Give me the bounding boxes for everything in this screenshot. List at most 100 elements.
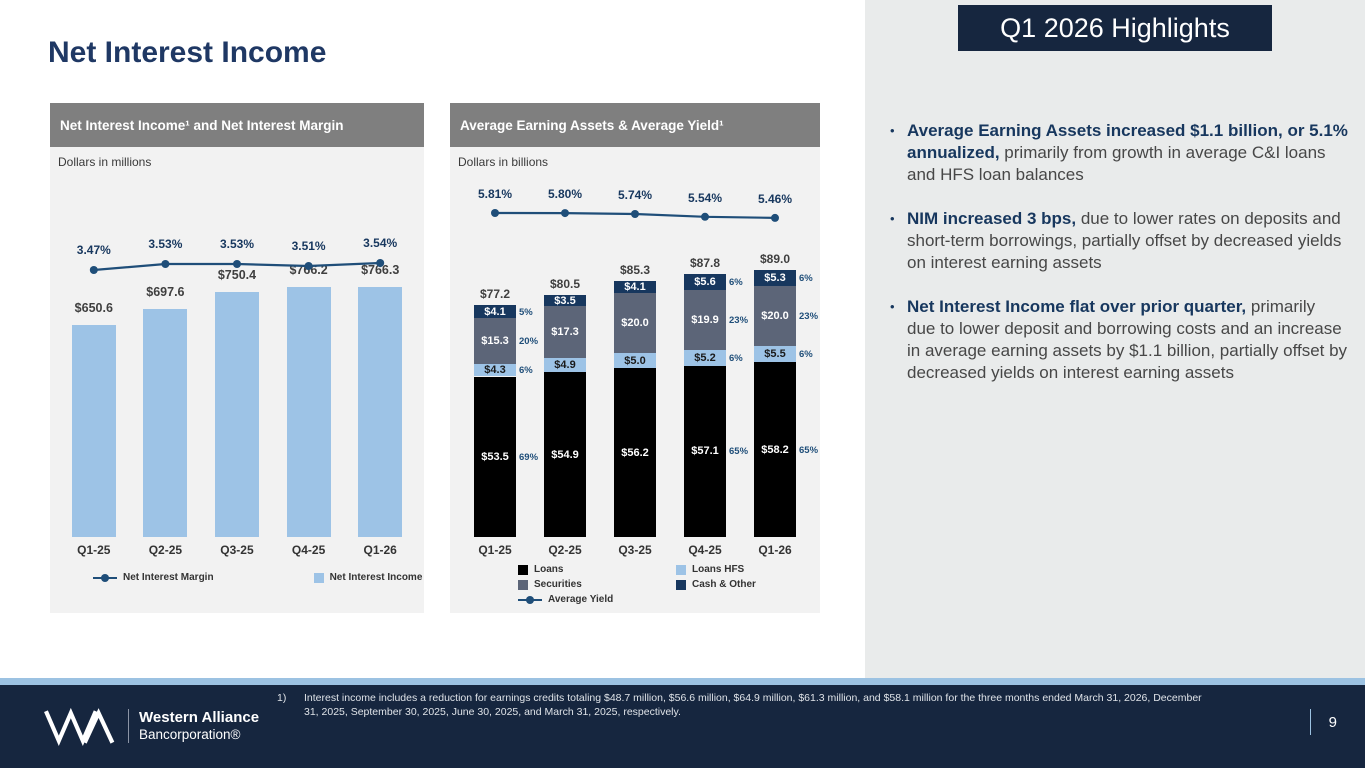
- legend-item-loans-hfs: Loans HFS: [676, 564, 826, 575]
- legend-item-net-interest-margin: Net Interest Margin: [93, 572, 214, 583]
- stack-segment: [614, 293, 656, 354]
- segment-pct-label: 6%: [519, 365, 533, 376]
- segment-pct-label: 65%: [729, 446, 749, 458]
- legend-label: Loans: [534, 564, 564, 575]
- segment-label: $5.3: [764, 271, 786, 284]
- bullet-lead: Average Earning Assets increased $1.1 bi…: [907, 121, 1348, 162]
- bullet-icon: •: [890, 299, 895, 314]
- x-axis-label: Q2-25: [148, 543, 183, 557]
- footnote-text: Interest income includes a reduction for…: [304, 692, 1202, 718]
- highlight-bullet: • Average Earning Assets increased $1.1 …: [890, 120, 1348, 186]
- segment-label: $15.3: [481, 334, 509, 347]
- wa-logo-icon: [44, 707, 115, 747]
- yield-point-label: 5.81%: [477, 187, 513, 201]
- legend-label: Average Yield: [548, 594, 614, 605]
- bar-swatch-icon: [313, 572, 324, 583]
- legend-item-average-yield: Average Yield: [518, 594, 676, 605]
- bullet-text: Average Earning Assets increased $1.1 bi…: [907, 120, 1348, 186]
- segment-pct-label: 6%: [729, 352, 743, 364]
- aea-chart-panel: Average Earning Assets & Average Yield¹ …: [450, 103, 820, 613]
- stack-segment: [474, 305, 516, 318]
- line-dot-icon: [101, 573, 109, 582]
- footer: 1) Interest income includes a reduction …: [0, 685, 1365, 768]
- yield-point-label: 5.54%: [687, 190, 723, 205]
- nii-bar: [215, 292, 259, 537]
- nim-point-label: 3.51%: [291, 239, 326, 253]
- cash-other-swatch-icon: [676, 579, 686, 590]
- total-label: $85.3: [619, 263, 651, 278]
- stack-segment: [544, 305, 586, 358]
- segment-label: $20.0: [621, 317, 649, 330]
- line-marker-icon: [93, 573, 117, 582]
- x-axis-label: Q1-26: [758, 543, 792, 557]
- page-title: Net Interest Income: [48, 36, 327, 69]
- total-label: $80.5: [549, 277, 581, 292]
- logo-subname: Bancorporation®: [139, 727, 241, 742]
- legend-item-cash-other: Cash & Other: [676, 579, 826, 590]
- legend-label: Securities: [534, 579, 582, 590]
- stack-segment: [684, 350, 726, 366]
- bullet-rest: primarily due to lower deposit and borro…: [907, 297, 1348, 382]
- bullet-rest: primarily from growth in average C&I loa…: [907, 143, 1326, 184]
- legend-item-net-interest-income: Net Interest Income: [313, 572, 423, 583]
- bullet-text: Net Interest Income flat over prior quar…: [907, 296, 1348, 384]
- page-number-divider: [1309, 709, 1311, 735]
- company-logo: Western Alliance Bancorporation®: [44, 705, 259, 747]
- aea-chart-x-axis: Q1-25 Q2-25 Q3-25 Q4-25 Q1-26: [460, 543, 810, 557]
- nim-trend-line: [89, 259, 385, 274]
- segment-pct-label: 23%: [729, 315, 749, 327]
- segment-pct-label: 6%: [729, 277, 743, 288]
- stack-segment: [544, 372, 586, 537]
- bullet-lead: NIM increased 3 bps,: [907, 209, 1077, 228]
- nii-bar: [143, 309, 188, 537]
- segment-label: $4.3: [484, 364, 506, 376]
- legend-label: Net Interest Margin: [123, 572, 214, 583]
- highlights-list: • Average Earning Assets increased $1.1 …: [890, 120, 1348, 406]
- aea-chart-units: Dollars in billions: [458, 155, 549, 169]
- segment-label: $5.0: [624, 354, 646, 367]
- footnote-number: 1): [277, 692, 287, 704]
- securities-swatch-icon: [518, 579, 528, 590]
- loans-swatch-icon: [518, 564, 528, 575]
- aea-chart-body: Dollars in billions $53.5 69% $4.3 6% $15.3 2…: [450, 147, 820, 613]
- nii-chart-title: Net Interest Income¹ and Net Interest Ma…: [50, 103, 424, 147]
- x-axis-label: Q1-25: [478, 543, 512, 557]
- segment-label: $20.0: [761, 309, 789, 322]
- stack-segment: [614, 353, 656, 369]
- legend-label: Net Interest Income: [329, 572, 423, 583]
- aea-chart-plot: $53.5 69% $4.3 6% $15.3 20% $4.1 5% $77.2 5.81% $5…: [460, 171, 818, 537]
- segment-label: $4.1: [624, 281, 646, 294]
- segment-label: $56.2: [621, 446, 649, 459]
- bullet-lead: Net Interest Income flat over prior quar…: [907, 297, 1247, 316]
- segment-label: $53.5: [481, 450, 509, 463]
- total-label: $77.2: [479, 287, 511, 302]
- legend-label: Loans HFS: [692, 564, 745, 575]
- logo-divider: [128, 709, 129, 743]
- stack-segment: [614, 281, 656, 294]
- segment-label: $4.1: [484, 305, 506, 318]
- stack-segment: [474, 317, 516, 364]
- x-axis-label: Q2-25: [548, 543, 582, 557]
- segment-label: $3.5: [554, 294, 576, 307]
- segment-pct-label: 23%: [799, 310, 819, 322]
- stack-segment: [544, 357, 586, 373]
- line-dot-icon: [526, 595, 534, 604]
- segment-pct-label: 6%: [799, 272, 813, 284]
- nii-bar-label: $750.4: [217, 268, 257, 283]
- stack-segment: [754, 270, 796, 286]
- yield-point-label: 5.46%: [757, 191, 793, 206]
- page-number: 9: [1328, 713, 1337, 731]
- nii-chart-legend: Net Interest Margin Net Interest Income: [93, 572, 422, 583]
- main-content: Net Interest Income Net Interest Income¹…: [48, 36, 820, 613]
- segment-pct-label: 20%: [519, 335, 539, 347]
- highlights-sidebar: Q1 2026 Highlights • Average Earning Ass…: [865, 0, 1365, 678]
- footnote: 1) Interest income includes a reduction …: [277, 691, 1217, 719]
- highlight-bullet: • Net Interest Income flat over prior qu…: [890, 296, 1348, 384]
- segment-label: $4.9: [554, 359, 576, 371]
- segment-label: $19.9: [691, 314, 719, 327]
- yield-point-label: 5.74%: [617, 188, 653, 202]
- segment-label: $57.1: [691, 445, 719, 458]
- bullet-text: NIM increased 3 bps, due to lower rates …: [907, 208, 1348, 274]
- stack-segment: [684, 365, 726, 537]
